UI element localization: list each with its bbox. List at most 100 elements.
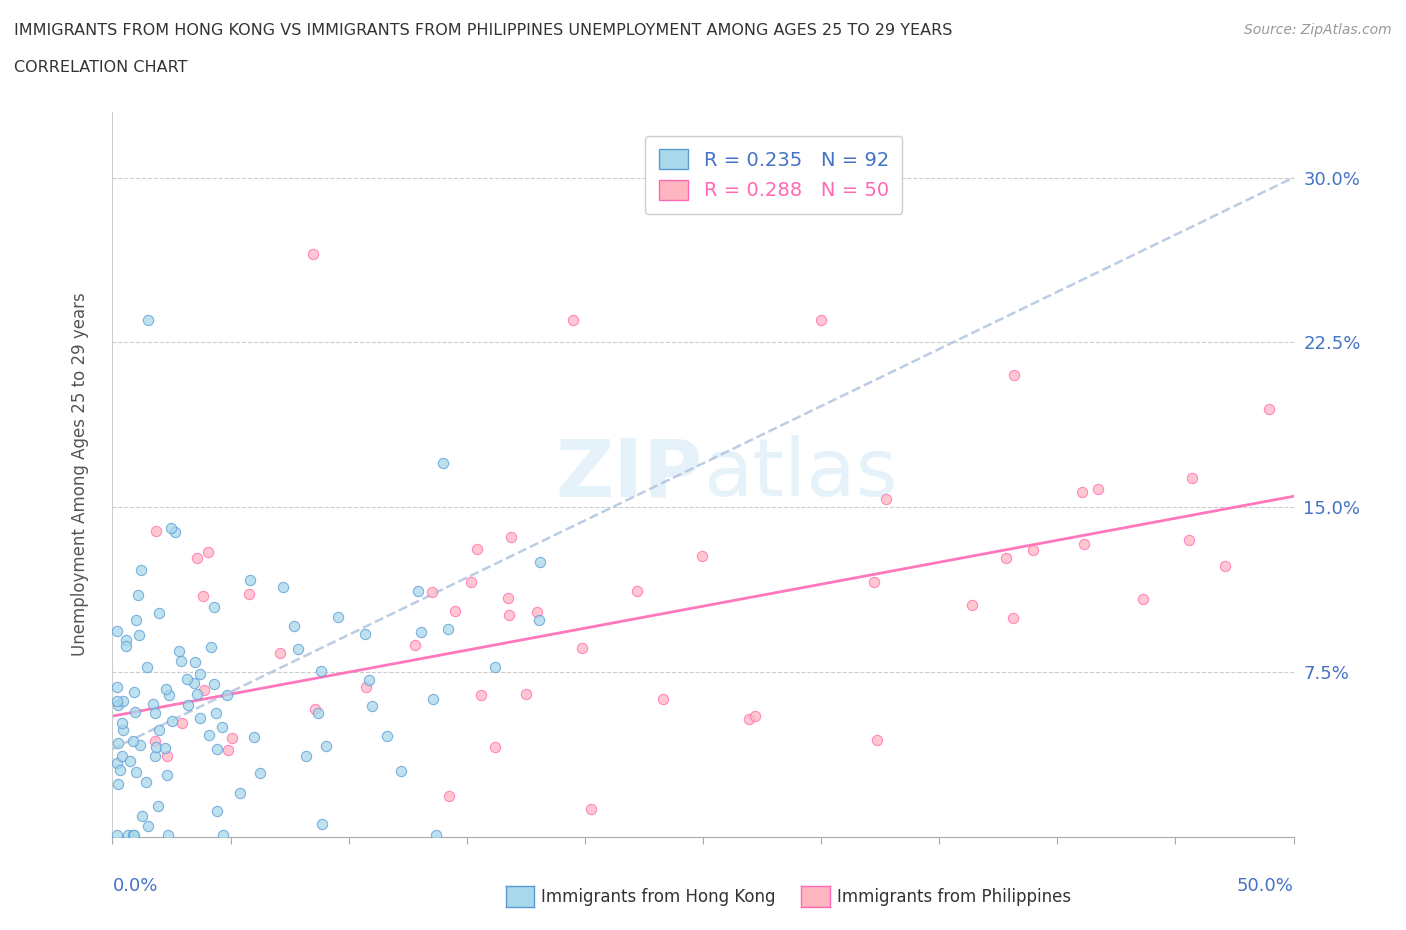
Point <box>571 641 593 656</box>
Text: Source: ZipAtlas.com: Source: ZipAtlas.com <box>1244 23 1392 37</box>
Point <box>737 711 759 726</box>
Point <box>1087 482 1109 497</box>
Point <box>112 723 135 737</box>
Point <box>422 692 444 707</box>
Point <box>962 597 984 612</box>
Point <box>170 654 193 669</box>
Point <box>143 706 166 721</box>
Point <box>283 618 305 633</box>
Point <box>135 659 157 674</box>
Point <box>167 644 190 658</box>
Point <box>112 694 135 709</box>
Point <box>157 828 180 843</box>
Point <box>107 736 129 751</box>
Point <box>124 705 146 720</box>
Point <box>160 713 183 728</box>
Point <box>138 818 160 833</box>
Point <box>121 828 143 843</box>
Point <box>143 734 166 749</box>
Point <box>238 587 260 602</box>
Point <box>105 693 128 708</box>
Point <box>1022 543 1045 558</box>
Text: IMMIGRANTS FROM HONG KONG VS IMMIGRANTS FROM PHILIPPINES UNEMPLOYMENT AMONG AGES: IMMIGRANTS FROM HONG KONG VS IMMIGRANTS … <box>14 23 952 38</box>
Point <box>105 680 128 695</box>
Point <box>129 562 152 577</box>
Point <box>153 740 176 755</box>
Point <box>183 676 205 691</box>
Point <box>437 789 460 804</box>
Point <box>186 686 208 701</box>
Point <box>1178 533 1201 548</box>
Point <box>117 828 139 843</box>
Point <box>221 731 243 746</box>
Point <box>191 589 214 604</box>
Point <box>866 733 889 748</box>
Point <box>217 742 239 757</box>
Point <box>406 584 429 599</box>
Point <box>304 701 326 716</box>
Point <box>652 691 675 706</box>
Point <box>875 491 897 506</box>
Point <box>212 828 235 843</box>
Point <box>626 583 648 598</box>
Point <box>200 640 222 655</box>
Point <box>562 313 585 328</box>
Point <box>994 551 1017 565</box>
Point <box>105 624 128 639</box>
Point <box>498 607 520 622</box>
Point <box>1181 471 1204 485</box>
Point <box>465 541 488 556</box>
Point <box>205 804 228 818</box>
Point <box>484 739 506 754</box>
Point <box>375 728 398 743</box>
Point <box>239 572 262 587</box>
Point <box>389 764 412 778</box>
Point <box>155 682 177 697</box>
Point <box>122 734 145 749</box>
Legend: R = 0.235   N = 92, R = 0.288   N = 50: R = 0.235 N = 92, R = 0.288 N = 50 <box>645 136 903 214</box>
Point <box>311 817 333 831</box>
Point <box>122 684 145 699</box>
Point <box>193 683 215 698</box>
Point <box>188 667 211 682</box>
Point <box>188 711 211 725</box>
Point <box>156 749 179 764</box>
Point <box>287 642 309 657</box>
Point <box>1002 368 1025 383</box>
Point <box>1257 402 1279 417</box>
Point <box>211 720 233 735</box>
Point <box>197 545 219 560</box>
Text: Immigrants from Philippines: Immigrants from Philippines <box>837 887 1071 906</box>
Point <box>143 749 166 764</box>
Point <box>470 688 492 703</box>
Text: ZIP: ZIP <box>555 435 703 513</box>
Point <box>690 548 713 563</box>
Point <box>436 621 458 636</box>
Point <box>422 585 444 600</box>
Point <box>198 727 221 742</box>
Point <box>131 809 153 824</box>
Point <box>108 763 131 777</box>
Point <box>128 628 150 643</box>
Point <box>145 739 167 754</box>
Point <box>444 604 467 618</box>
Point <box>105 828 128 843</box>
Y-axis label: Unemployment Among Ages 25 to 29 years: Unemployment Among Ages 25 to 29 years <box>70 292 89 657</box>
Point <box>148 605 170 620</box>
Point <box>499 530 522 545</box>
Text: Immigrants from Hong Kong: Immigrants from Hong Kong <box>541 887 776 906</box>
Point <box>118 754 141 769</box>
Point <box>1001 610 1024 625</box>
Point <box>1073 537 1095 551</box>
Point <box>1132 591 1154 606</box>
Point <box>202 600 225 615</box>
Point <box>111 716 134 731</box>
Point <box>148 723 170 737</box>
Point <box>1071 485 1094 499</box>
Point <box>1213 558 1236 573</box>
Point <box>271 579 294 594</box>
Point <box>159 520 181 535</box>
Point <box>135 775 157 790</box>
Point <box>515 686 537 701</box>
Point <box>295 748 318 763</box>
